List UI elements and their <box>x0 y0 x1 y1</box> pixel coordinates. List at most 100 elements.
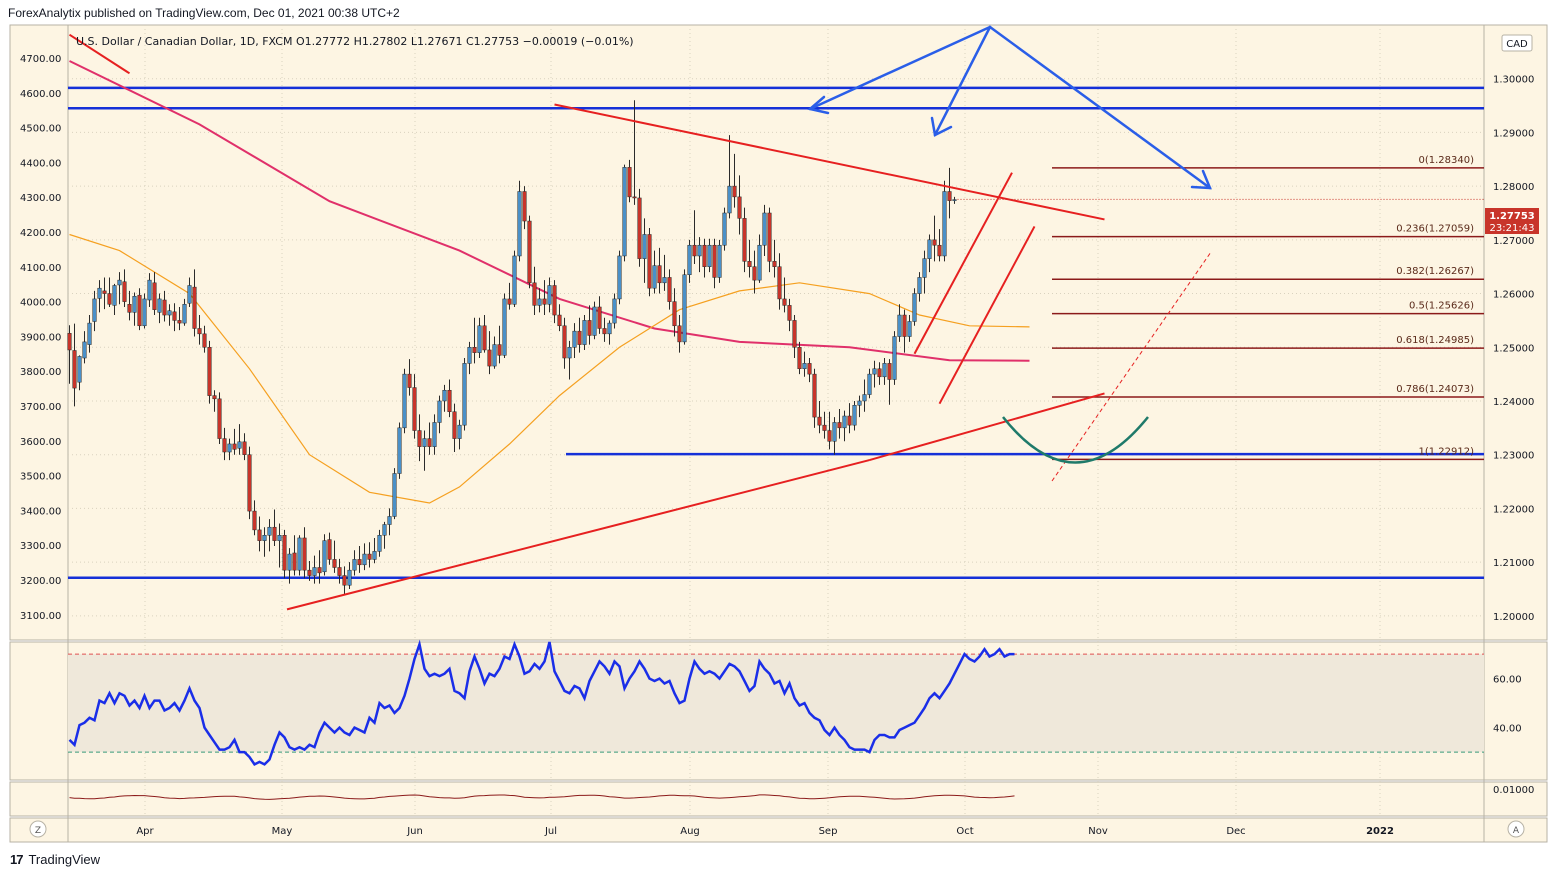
candle-body <box>737 196 742 219</box>
candle-body <box>747 261 752 267</box>
candle-body <box>232 443 237 450</box>
left-tick-label: 3200.00 <box>20 576 61 587</box>
tradingview-brand: TradingView <box>28 852 101 867</box>
candle-body <box>212 395 217 400</box>
price-tick-label: 1.24000 <box>1493 397 1534 408</box>
price-tick-label: 1.21000 <box>1493 558 1534 569</box>
currency-badge[interactable] <box>1501 34 1533 52</box>
candle-body <box>107 293 112 305</box>
candle-body <box>102 290 107 294</box>
candle-body <box>807 363 812 375</box>
candle-body <box>772 261 777 267</box>
candle-body <box>852 405 857 426</box>
candle-body <box>692 244 697 257</box>
candle-body <box>67 333 72 351</box>
grid <box>68 25 1484 816</box>
fib-level-label: 0.382(1.26267) <box>1396 266 1474 277</box>
left-tick-label: 4000.00 <box>20 298 61 309</box>
trendline <box>554 103 1105 221</box>
candle-body <box>892 336 897 380</box>
candle-body <box>742 218 747 262</box>
price-tick-label: 1.23000 <box>1493 451 1534 462</box>
candle-body <box>237 441 242 449</box>
corner-left-button[interactable] <box>29 820 47 838</box>
candle-body <box>277 535 282 541</box>
candle-body <box>617 255 622 300</box>
candle-body <box>372 551 377 560</box>
time-axis: Apr May Jun Jul Aug Sep Oct Nov Dec 2022 <box>136 826 1394 837</box>
candle-body <box>682 274 687 343</box>
candle-body <box>117 279 122 286</box>
candle-body <box>697 244 702 257</box>
candle-body <box>322 540 327 573</box>
candle-body <box>837 422 842 429</box>
candles <box>67 100 957 595</box>
rounding-bottom-arc <box>1002 416 1149 464</box>
candle-body <box>552 285 557 316</box>
candle-body <box>597 306 602 329</box>
chart-area[interactable]: 4700.00 4600.00 4500.00 4400.00 4300.00 4200.… <box>0 22 1557 848</box>
candle-body <box>267 526 272 536</box>
candle-body <box>142 298 147 327</box>
candle-body <box>637 197 642 259</box>
candle-body <box>407 373 412 388</box>
candle-body <box>112 285 117 306</box>
candle-body <box>847 415 852 426</box>
candle-body <box>722 212 727 246</box>
blue-arrows <box>807 25 1212 190</box>
corner-left-label: Z <box>35 826 41 836</box>
candle-body <box>477 325 482 353</box>
candle-body <box>437 400 442 423</box>
candle-body <box>367 553 372 560</box>
currency-label: CAD <box>1506 39 1528 50</box>
candle-body <box>662 277 667 284</box>
candle-body <box>167 310 172 316</box>
trendline <box>938 225 1036 405</box>
candle-body <box>187 285 192 304</box>
candle-body <box>207 347 212 396</box>
trendline <box>869 392 1105 462</box>
candle-body <box>282 535 287 571</box>
candle-body <box>822 424 827 431</box>
time-tick-label: Nov <box>1088 826 1108 837</box>
candle-body <box>352 559 357 571</box>
candle-body <box>872 368 877 375</box>
candle-body <box>827 430 832 442</box>
chart-svg[interactable]: 4700.00 4600.00 4500.00 4400.00 4300.00 4200.… <box>0 22 1557 848</box>
left-tick-label: 4300.00 <box>20 193 61 204</box>
candle-body <box>92 298 97 322</box>
candle-body <box>922 258 927 278</box>
candle-body <box>777 266 782 300</box>
left-tick-label: 3300.00 <box>20 541 61 552</box>
moving-averages <box>69 60 1030 504</box>
trendline <box>913 172 1013 355</box>
price-tick-label: 1.22000 <box>1493 504 1534 515</box>
published-header: ForexAnalytix published on TradingView.c… <box>8 6 400 20</box>
corner-right-button[interactable] <box>1507 820 1525 838</box>
candle-body <box>797 347 802 370</box>
left-tick-label: 4500.00 <box>20 124 61 135</box>
left-tick-label: 3700.00 <box>20 402 61 413</box>
candle-body <box>657 265 662 284</box>
left-tick-label: 4100.00 <box>20 263 61 274</box>
left-tick-label: 4700.00 <box>20 54 61 65</box>
candle-body <box>77 356 82 383</box>
candle-body <box>817 416 822 426</box>
left-tick-label: 3900.00 <box>20 332 61 343</box>
last-price-tag: 1.27753 23:21:43 <box>1485 208 1539 234</box>
candle-body <box>162 299 167 316</box>
candle-body <box>802 363 807 370</box>
candle-body <box>912 293 917 322</box>
candle-body <box>137 294 142 327</box>
rsi-band <box>68 654 1484 753</box>
candle-body <box>487 349 492 367</box>
candle-body <box>812 373 817 418</box>
last-price-value: 1.27753 <box>1489 211 1535 222</box>
candle-body <box>397 427 402 474</box>
candle-body <box>592 306 597 336</box>
left-tick-label: 3100.00 <box>20 611 61 622</box>
candle-body <box>467 347 472 364</box>
trendlines <box>68 33 1484 611</box>
candle-body <box>542 298 547 305</box>
candle-body <box>907 321 912 337</box>
